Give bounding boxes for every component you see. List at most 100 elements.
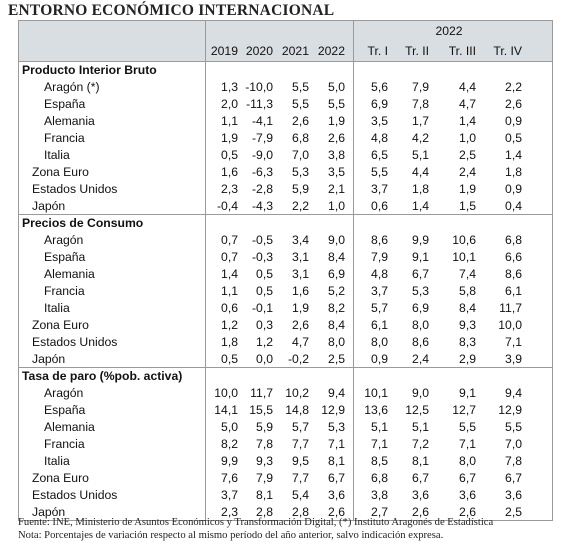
row-label: España [44,97,86,112]
table-cell: 4,7 [459,97,476,112]
section-title: Precios de Consumo [22,216,144,231]
table-cell: 1,4 [412,198,429,213]
section-header-row: Precios de Consumo [19,214,552,232]
table-cell: 9,5 [292,453,309,468]
table-cell: 5,1 [371,420,388,435]
table-cell: 4,7 [292,334,309,349]
table-cell: 3,6 [328,487,345,502]
table-row: Japón 2,3 2,8 2,8 2,6 2,7 2,6 2,6 2,5 [19,503,552,520]
table-cell: 4,4 [459,80,476,95]
table-cell: 12,7 [452,403,476,418]
table-cell: 8,1 [256,487,273,502]
table-cell: 1,5 [459,198,476,213]
table-cell: 10,2 [285,386,309,401]
table-cell: 4,8 [371,267,388,282]
table-cell: -4,1 [251,114,273,129]
table-cell: 8,1 [412,453,429,468]
table-cell: 1,4 [221,267,238,282]
table-cell: 2,3 [221,181,238,196]
column-header: 2021 [281,44,309,58]
table-cell: 2,6 [328,131,345,145]
table-cell: 5,5 [505,420,522,435]
header-columns-row: 2019 2020 2021 2022 Tr. I Tr. II Tr. III Tr. IV [19,41,552,61]
table-cell: 8,0 [328,334,345,349]
table-cell: 10,0 [214,386,238,401]
table-cell: 7,6 [221,470,238,485]
footnote-source: Fuente: INE, Ministerio de Asuntos Econó… [18,517,494,528]
table-cell: -0,1 [251,300,273,315]
table-cell: 1,6 [221,164,238,179]
table-cell: 2,8 [292,504,309,519]
table-cell: 7,9 [256,470,273,485]
table-cell: 0,9 [505,114,522,129]
table-cell: -9,0 [251,147,273,162]
table-cell: 0,5 [256,267,273,282]
table-cell: 2,2 [292,198,309,213]
table-row: España 2,0 -11,3 5,5 5,5 6,9 7,8 4,7 2,6 [19,96,552,113]
table-cell: 2,5 [328,351,345,366]
table-cell: 10,6 [452,233,476,248]
column-header: 2020 [245,44,273,58]
table-cell: 1,1 [221,114,238,129]
table-cell: 8,6 [505,267,522,282]
row-label: Zona Euro [32,317,89,332]
table-cell: 8,4 [328,250,345,265]
table-cell: 0,5 [256,284,273,299]
table-cell: 3,9 [505,351,522,366]
table-row: Francia 1,9 -7,9 6,8 2,6 4,8 4,2 1,0 0,5 [19,130,552,147]
table-cell: 1,4 [459,114,476,129]
table-cell: 0,9 [371,351,388,366]
table-cell: 3,1 [292,267,309,282]
table-row: Francia 8,2 7,8 7,7 7,1 7,1 7,2 7,1 7,0 [19,436,552,453]
table-cell: 8,2 [328,300,345,315]
table-cell: 11,7 [250,386,273,401]
table-cell: 6,9 [412,300,429,315]
table-cell: 1,2 [256,334,273,349]
table-cell: 10,1 [452,250,476,265]
table-cell: 6,7 [328,470,345,485]
table-cell: 8,5 [371,453,388,468]
table-cell: 2,6 [412,504,429,519]
table-cell: 5,0 [221,420,238,435]
table-cell: 0,6 [371,198,388,213]
table-cell: 2,4 [459,164,476,179]
table-cell: 3,5 [371,114,388,129]
table-cell: 6,1 [505,284,522,299]
table-cell: -7,9 [251,131,273,145]
table-cell: 0,3 [256,317,273,332]
table-cell: 8,0 [412,317,429,332]
row-label: España [44,250,86,265]
table-cell: 1,9 [459,181,476,196]
label-column-divider [205,21,206,521]
table-cell: 3,5 [328,164,345,179]
row-label: Italia [44,147,70,162]
table-cell: 5,1 [412,420,429,435]
column-header: 2022 [317,44,345,58]
table-cell: 6,9 [328,267,345,282]
table-cell: 0,5 [221,147,238,162]
table-cell: 7,7 [292,470,309,485]
table-cell: 1,8 [505,164,522,179]
table-cell: 13,6 [364,403,388,418]
table-cell: 9,9 [412,233,429,248]
table-cell: 12,5 [405,403,429,418]
table-cell: 5,5 [292,97,309,112]
table-cell: 3,8 [371,487,388,502]
table-cell: 4,8 [371,131,388,145]
table-cell: 5,0 [328,80,345,95]
table-cell: 1,7 [412,114,429,129]
table-row: Estados Unidos 2,3 -2,8 5,9 2,1 3,7 1,8 1,9 0,9 [19,180,552,197]
table-cell: 8,6 [371,233,388,248]
table-cell: 2,8 [256,504,273,519]
table-cell: 5,8 [459,284,476,299]
table-cell: 5,5 [292,80,309,95]
table-row: Japón -0,4 -4,3 2,2 1,0 0,6 1,4 1,5 0,4 [19,197,552,214]
table-cell: 10,1 [364,386,388,401]
table-cell: 9,1 [459,386,476,401]
table-cell: 5,9 [292,181,309,196]
row-label: Alemania [44,420,95,435]
table-cell: 8,4 [328,317,345,332]
column-header: Tr. I [367,44,388,58]
table-cell: 5,6 [371,80,388,95]
table-cell: 0,5 [221,351,238,366]
